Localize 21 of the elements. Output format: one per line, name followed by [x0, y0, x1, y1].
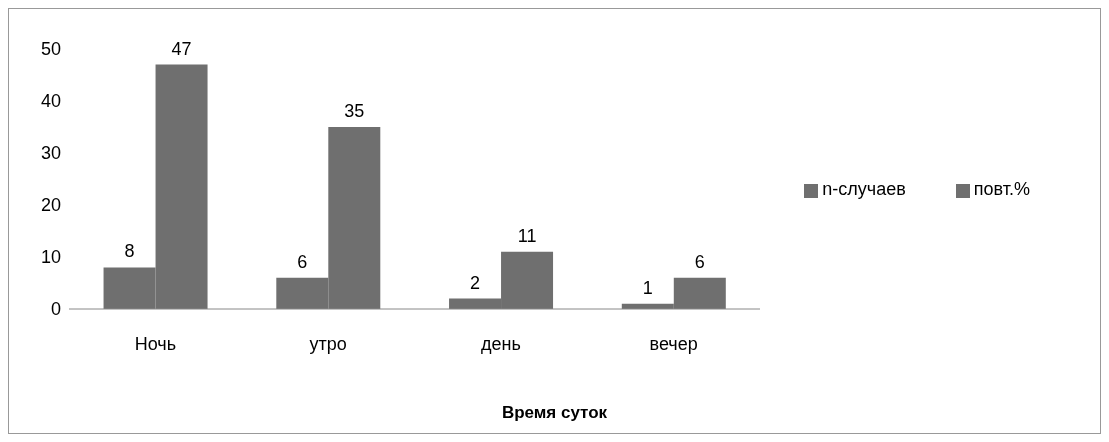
data-label: 47	[171, 38, 192, 59]
data-label: 6	[694, 251, 705, 272]
legend-label: n-случаев	[822, 179, 906, 199]
data-label: 6	[297, 251, 308, 272]
y-tick-label: 50	[40, 39, 61, 60]
data-label: 11	[517, 225, 537, 246]
data-label: 8	[124, 241, 135, 262]
legend-label: повт.%	[973, 179, 1030, 199]
y-tick-label: 0	[50, 299, 61, 320]
x-tick-label: вечер	[649, 333, 698, 354]
data-label: 1	[642, 277, 653, 298]
x-tick-label: Ночь	[134, 333, 177, 354]
y-tick-label: 10	[40, 247, 61, 268]
data-label: 35	[344, 101, 365, 121]
x-tick-label: день	[480, 333, 521, 354]
x-axis-title: Время суток	[500, 403, 609, 423]
y-tick-label: 40	[40, 91, 61, 112]
y-tick-label: 30	[40, 143, 61, 164]
x-tick-label: утро	[309, 333, 347, 354]
y-tick-label: 20	[40, 195, 61, 216]
data-label: 2	[470, 272, 481, 293]
